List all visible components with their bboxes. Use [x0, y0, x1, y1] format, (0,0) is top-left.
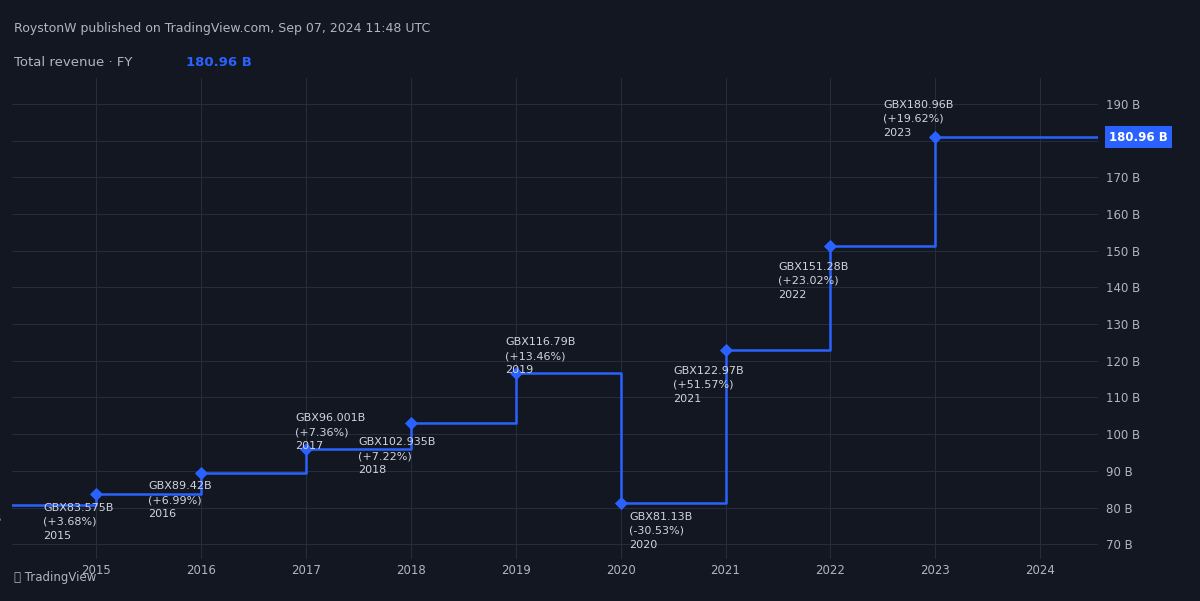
Text: GBX96.001B
(+7.36%)
2017: GBX96.001B (+7.36%) 2017 — [295, 413, 366, 451]
Text: GBX80.61B
(+5.73%)
2014: GBX80.61B (+5.73%) 2014 — [0, 514, 2, 552]
Text: GBX116.79B
(+13.46%)
2019: GBX116.79B (+13.46%) 2019 — [505, 337, 576, 375]
Text: 180.96 B: 180.96 B — [1109, 130, 1168, 144]
Text: Total revenue · FY: Total revenue · FY — [14, 56, 133, 69]
Point — [401, 418, 420, 428]
Text: GBX180.96B
(+19.62%)
2023: GBX180.96B (+19.62%) 2023 — [883, 100, 953, 138]
Text: GBX102.935B
(+7.22%)
2018: GBX102.935B (+7.22%) 2018 — [359, 438, 436, 475]
Point — [191, 468, 210, 478]
Text: RoystonW published on TradingView.com, Sep 07, 2024 11:48 UTC: RoystonW published on TradingView.com, S… — [14, 22, 431, 35]
Text: GBX151.28B
(+23.02%)
2022: GBX151.28B (+23.02%) 2022 — [778, 262, 848, 300]
Text: GBX89.42B
(+6.99%)
2016: GBX89.42B (+6.99%) 2016 — [149, 481, 212, 519]
Text: GBX83.575B
(+3.68%)
2015: GBX83.575B (+3.68%) 2015 — [43, 503, 114, 541]
Point — [506, 368, 526, 377]
Point — [925, 132, 944, 142]
Point — [716, 345, 736, 355]
Point — [611, 499, 630, 508]
Text: 180.96 B: 180.96 B — [186, 56, 252, 69]
Point — [296, 444, 316, 454]
Point — [86, 490, 106, 499]
Text: GBX81.13B
(-30.53%)
2020: GBX81.13B (-30.53%) 2020 — [629, 512, 692, 550]
Text: 🔷 TradingView: 🔷 TradingView — [14, 572, 97, 584]
Text: GBX122.97B
(+51.57%)
2021: GBX122.97B (+51.57%) 2021 — [673, 365, 744, 404]
Point — [821, 241, 840, 251]
